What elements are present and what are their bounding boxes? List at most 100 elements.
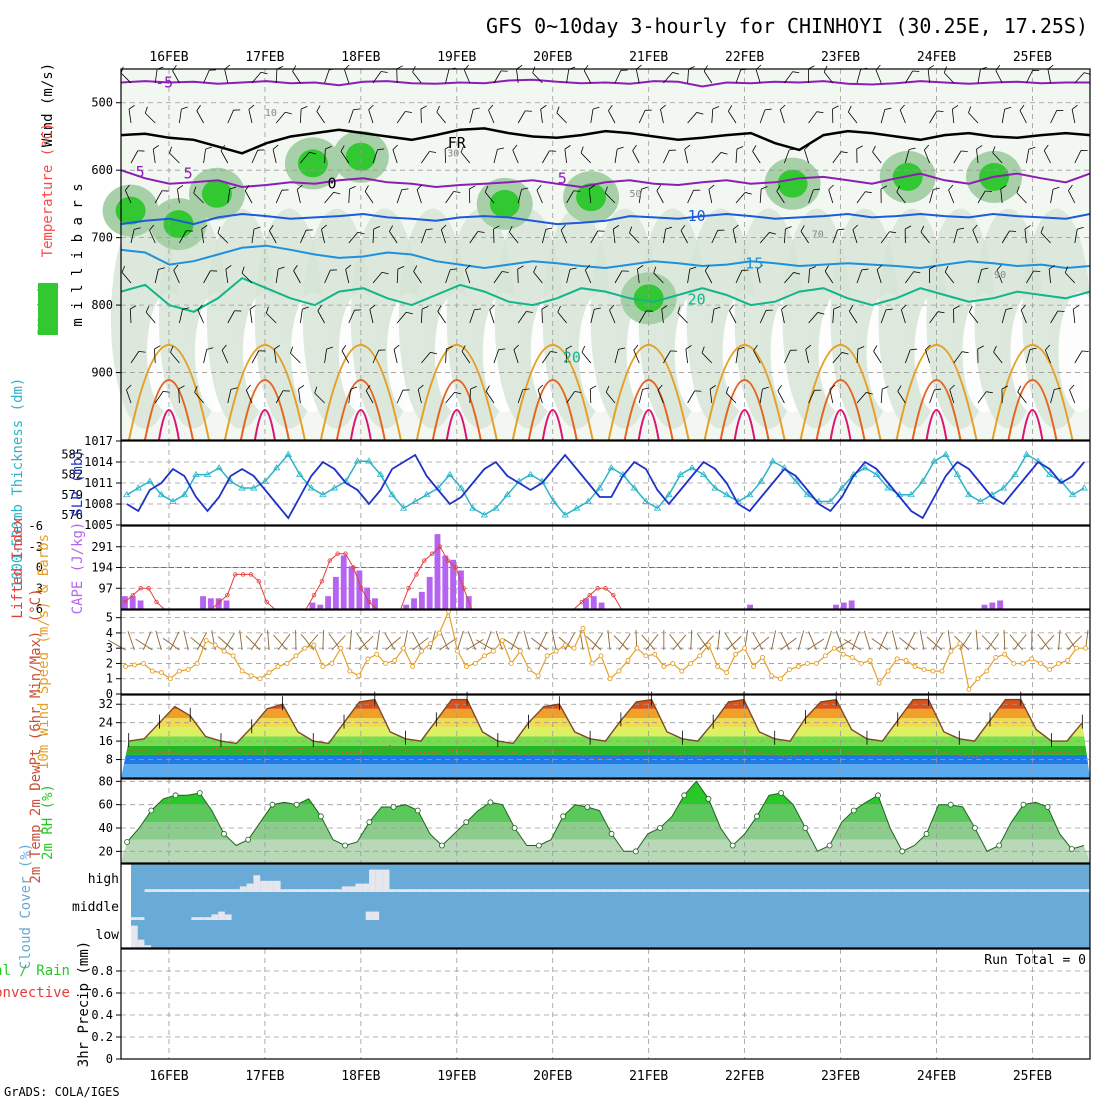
wind-speed-marker <box>374 651 380 657</box>
wind-barb-flag <box>525 110 532 112</box>
wind-barb <box>993 345 1003 364</box>
wind-barb-staff <box>340 151 350 164</box>
wind-barb <box>565 345 573 364</box>
wind-barb <box>489 304 495 324</box>
wind-barb <box>221 344 229 364</box>
wind-barb-10m-staff <box>495 630 503 651</box>
wind-barb-flag <box>873 345 878 352</box>
wind-barb <box>1050 186 1060 204</box>
wind-barb-10m <box>690 630 693 651</box>
wind-barb-flag <box>225 265 232 270</box>
wind-barb-staff <box>614 270 623 284</box>
wind-barb <box>300 151 317 164</box>
wind-barb-10m <box>986 633 999 651</box>
wind-barb <box>396 188 409 204</box>
wind-barb-flag <box>933 187 940 190</box>
wind-barb-10m-staff <box>878 631 888 651</box>
wind-barb-flag <box>1073 305 1080 310</box>
wind-barb-flag <box>380 71 388 73</box>
wind-barb-flag <box>781 304 787 310</box>
wind-barb-staff <box>1047 69 1051 84</box>
wind-speed-marker <box>1029 656 1035 662</box>
wind-barb-flag <box>809 266 816 270</box>
cloud-bar-high <box>423 889 431 892</box>
wind-barb-10m-staff <box>836 631 844 651</box>
wind-barb-flag <box>197 304 203 311</box>
wind-barb-staff <box>976 149 979 164</box>
wind-barb <box>512 144 519 164</box>
thickness-marker <box>965 490 973 498</box>
wind-barb-flag <box>597 230 605 232</box>
wind-barb-10m <box>808 631 817 651</box>
wind-barb-staff <box>566 69 570 84</box>
cloud-bar-middle <box>365 911 373 920</box>
wind-barb-flag <box>206 347 214 350</box>
lifted-index-marker <box>422 558 427 563</box>
wind-barb <box>977 267 989 284</box>
wind-barb <box>777 384 785 404</box>
temp-line <box>128 698 1083 745</box>
wind-barb <box>728 105 737 124</box>
cloud-bar-high <box>763 889 771 892</box>
wind-barb <box>129 305 137 324</box>
lifted-index-ylabel: Lifted Index <box>10 517 26 618</box>
isotherm-35 <box>829 409 852 441</box>
wind-barb-10m <box>959 632 972 651</box>
wind-barb <box>1001 307 1013 324</box>
rh-contour-label: 50 <box>629 189 641 200</box>
wind-barb <box>852 224 859 244</box>
thickness-marker <box>192 470 200 477</box>
thickness-marker <box>688 464 696 471</box>
isotherm-35 <box>637 409 660 441</box>
cloud-bar-high <box>355 883 363 892</box>
wind-barb-staff <box>638 310 647 324</box>
thickness-marker <box>376 470 385 477</box>
cloud-bar-high <box>1028 889 1036 892</box>
wind-barb-staff <box>929 110 938 124</box>
wind-tick-label: 4 <box>106 626 113 640</box>
wind-barb-10m <box>932 632 944 651</box>
wind-barb <box>417 384 424 404</box>
wind-barb <box>324 191 341 204</box>
wind-barb-10m <box>824 630 832 651</box>
wind-barb-staff <box>638 389 643 404</box>
wind-barb-flag <box>790 349 798 351</box>
date-label-top: 16FEB <box>149 50 188 65</box>
cloud-bar-high <box>668 889 676 892</box>
wind-barb-flag <box>241 266 245 274</box>
wind-barb-staff <box>977 190 986 204</box>
slp-line <box>126 453 1085 520</box>
cape-bar <box>403 604 410 609</box>
cloud-bar-high <box>525 889 533 892</box>
wind-barb-flag <box>685 345 692 350</box>
wind-barb-10m <box>143 631 152 651</box>
wind-barb-staff <box>445 392 455 404</box>
wind-barb-flag <box>657 384 663 391</box>
wind-barb-staff <box>509 231 519 244</box>
wind-barb-flag <box>1029 347 1037 350</box>
cloud-bar-high <box>511 889 519 892</box>
cloud-bar-high <box>287 889 295 892</box>
cloud-bar-high <box>722 889 730 892</box>
wind-barb-staff <box>759 310 767 324</box>
wind-barb-staff <box>372 228 375 244</box>
cloud-bar-high <box>498 889 506 892</box>
wind-barb-staff <box>943 72 955 84</box>
lifted-index-marker <box>335 551 340 556</box>
wind-barb <box>856 346 865 364</box>
wind-speed-marker <box>132 662 137 668</box>
wind-barb-flag <box>365 384 371 391</box>
wind-speed-marker <box>742 645 748 651</box>
wind-speed-marker <box>643 653 649 659</box>
wind-barb-staff <box>953 229 958 244</box>
thickness-marker <box>1045 470 1054 477</box>
wind-barb-10m <box>878 631 888 651</box>
wind-barb-10m-staff <box>591 632 604 651</box>
wind-barb-flag <box>709 385 716 390</box>
wind-barb-10m <box>245 635 261 651</box>
wind-barb <box>808 188 821 204</box>
thickness-marker <box>907 490 915 498</box>
wind-barb-flag <box>285 111 292 115</box>
date-label-bottom: 23FEB <box>821 1069 860 1084</box>
